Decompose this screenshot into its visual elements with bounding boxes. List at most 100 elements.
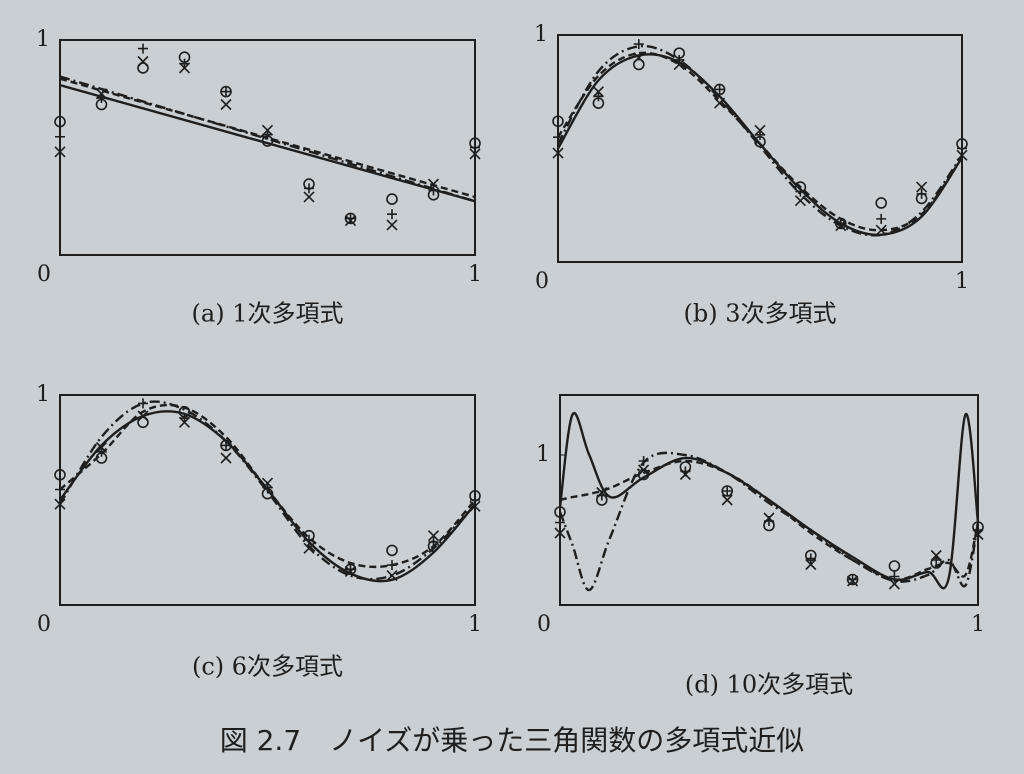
- data-point: [795, 186, 806, 197]
- y-tick-label: 1: [36, 382, 50, 407]
- data-point: [304, 183, 314, 194]
- data-point: [794, 195, 806, 207]
- data-point: [178, 62, 191, 74]
- x-tick-label: 1: [955, 269, 969, 294]
- data-point: [888, 560, 901, 572]
- data-point: [137, 416, 149, 429]
- data-point: [679, 468, 691, 481]
- data-point: [387, 560, 397, 571]
- data-point: [428, 537, 439, 547]
- data-point: [633, 39, 644, 50]
- data-point: [593, 91, 604, 102]
- data-point: [847, 574, 858, 585]
- data-point: [469, 500, 481, 512]
- data-point: [930, 549, 942, 562]
- data-point: [973, 525, 983, 535]
- data-point: [714, 97, 726, 109]
- data-point: [55, 484, 65, 495]
- data-point: [386, 544, 398, 557]
- data-point: [875, 197, 888, 209]
- data-point: [931, 555, 942, 565]
- data-point: [428, 185, 439, 196]
- data-point: [345, 213, 356, 224]
- data-point: [303, 191, 315, 203]
- data-point: [54, 498, 66, 510]
- data-point: [714, 84, 725, 95]
- y-tick-label: 1: [36, 27, 50, 52]
- data-point: [721, 494, 733, 506]
- data-point: [344, 215, 357, 227]
- data-point: [553, 132, 563, 143]
- data-point: [889, 571, 900, 582]
- fit-curve: [558, 51, 962, 232]
- data-point: [633, 52, 645, 64]
- data-point: [95, 88, 108, 100]
- data-point: [95, 441, 108, 454]
- data-point: [805, 558, 817, 571]
- fit-curve: [560, 451, 978, 592]
- data-point: [427, 178, 440, 190]
- data-point: [554, 506, 566, 518]
- data-point: [847, 575, 859, 587]
- y-tick-label: 1: [534, 22, 548, 47]
- data-point: [638, 456, 649, 466]
- x-tick-label: 1: [468, 262, 482, 287]
- data-point: [470, 495, 480, 505]
- x-tick-label: 0: [37, 612, 51, 637]
- data-point: [957, 143, 967, 154]
- data-point: [220, 98, 232, 111]
- data-point: [386, 570, 398, 582]
- panel: 0 1 1 (d) 10次多項式: [536, 394, 985, 699]
- data-point: [55, 131, 65, 142]
- fit-curve: [560, 459, 978, 581]
- data-point: [137, 62, 149, 74]
- panel-caption: (a) 1次多項式: [192, 300, 344, 328]
- data-point: [835, 220, 847, 232]
- data-point: [54, 115, 66, 128]
- data-point: [138, 398, 148, 409]
- data-point: [722, 486, 733, 496]
- fit-curve: [558, 44, 962, 237]
- data-point: [469, 148, 481, 160]
- data-point: [54, 146, 66, 158]
- data-point: [552, 147, 564, 159]
- data-point: [916, 188, 927, 199]
- data-point: [261, 124, 274, 136]
- data-point: [221, 440, 231, 451]
- x-tick-label: 0: [37, 262, 51, 287]
- fit-curve: [60, 400, 475, 581]
- data-point: [875, 224, 887, 236]
- data-point: [386, 219, 398, 231]
- panel: 0 1 1 (b) 3次多項式: [534, 22, 969, 328]
- data-point: [178, 416, 191, 428]
- data-point: [220, 452, 232, 464]
- data-point: [888, 578, 900, 590]
- data-point: [470, 142, 480, 153]
- data-point: [673, 58, 685, 71]
- y-tick-label: 1: [536, 442, 550, 467]
- data-point: [386, 193, 398, 205]
- x-tick-label: 0: [535, 269, 549, 294]
- fit-curve: [60, 83, 475, 203]
- fit-curve: [60, 75, 475, 203]
- data-point: [596, 486, 608, 499]
- data-point: [674, 54, 685, 65]
- data-point: [552, 115, 564, 128]
- x-tick-label: 1: [468, 612, 482, 637]
- data-point: [137, 410, 149, 422]
- data-point: [345, 564, 356, 575]
- data-point: [137, 55, 149, 68]
- data-point: [754, 124, 766, 136]
- data-point: [427, 530, 440, 542]
- data-point: [554, 527, 566, 539]
- data-point: [956, 149, 968, 161]
- data-point: [304, 534, 314, 545]
- data-point: [592, 86, 604, 98]
- panel: 0 1 1 (c) 6次多項式: [36, 382, 482, 681]
- panel-caption: (d) 10次多項式: [685, 671, 853, 699]
- data-point: [387, 209, 397, 220]
- x-tick-label: 1: [971, 612, 985, 637]
- data-point: [261, 477, 274, 489]
